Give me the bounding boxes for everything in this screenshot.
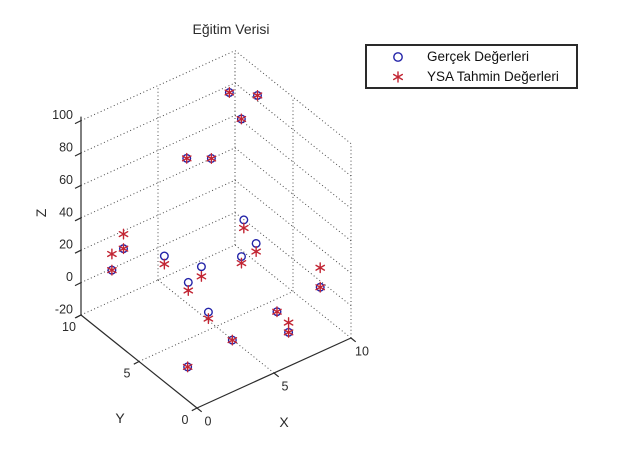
data-point-circle [196,262,206,272]
data-point-asterisk [283,326,294,338]
data-point-asterisk [392,70,404,83]
data-point-asterisk [181,152,192,164]
svg-text:20: 20 [59,238,73,252]
z-axis-label: Z [33,208,49,217]
data-point-asterisk [236,257,247,269]
data-point-asterisk [159,258,170,270]
data-point-asterisk [206,153,217,164]
data-point-asterisk [251,246,261,258]
data-point-asterisk [203,313,214,325]
data-point-asterisk [224,87,235,99]
svg-text:10: 10 [62,320,76,334]
y-axis-label: Y [115,410,125,426]
data-point-asterisk [182,361,193,373]
data-point-circle [393,51,403,62]
data-point-asterisk [196,270,207,282]
data-point-asterisk [236,113,247,125]
circle-marker-icon [393,51,403,62]
legend-box: Gerçek Değerleri YSA Tahmin Değerleri [365,44,578,89]
data-point-asterisk [107,248,117,260]
legend-label-predicted: YSA Tahmin Değerleri [427,69,559,84]
data-point-asterisk [183,285,194,296]
asterisk-marker-icon [392,70,404,83]
svg-text:100: 100 [52,108,73,122]
svg-text:5: 5 [282,380,289,394]
svg-text:10: 10 [355,345,369,359]
svg-text:0: 0 [182,413,189,427]
data-point-asterisk [283,317,294,329]
svg-text:0: 0 [205,415,212,429]
axis-lines [80,116,352,409]
svg-text:0: 0 [66,270,73,284]
svg-text:-20: -20 [55,303,73,317]
legend-item-predicted: YSA Tahmin Değerleri [367,67,576,87]
legend-label-actual: Gerçek Değerleri [427,49,530,64]
svg-text:5: 5 [124,367,131,381]
data-point-asterisk [118,228,129,240]
svg-text:40: 40 [59,205,73,219]
svg-text:60: 60 [59,173,73,187]
data-point-asterisk [238,222,249,234]
x-axis-label: X [279,414,289,430]
data-point-asterisk [272,306,282,318]
data-point-asterisk [315,281,326,293]
data-point-asterisk [315,262,326,274]
data-point-asterisk [107,264,117,276]
data-points [107,87,326,373]
data-point-asterisk [252,89,263,101]
legend-item-actual: Gerçek Değerleri [367,47,576,67]
svg-text:80: 80 [59,141,73,155]
data-point-asterisk [118,243,129,255]
plot-title: Eğitim Verisi [192,21,270,37]
grid-lines [80,50,352,374]
data-point-asterisk [227,334,238,346]
